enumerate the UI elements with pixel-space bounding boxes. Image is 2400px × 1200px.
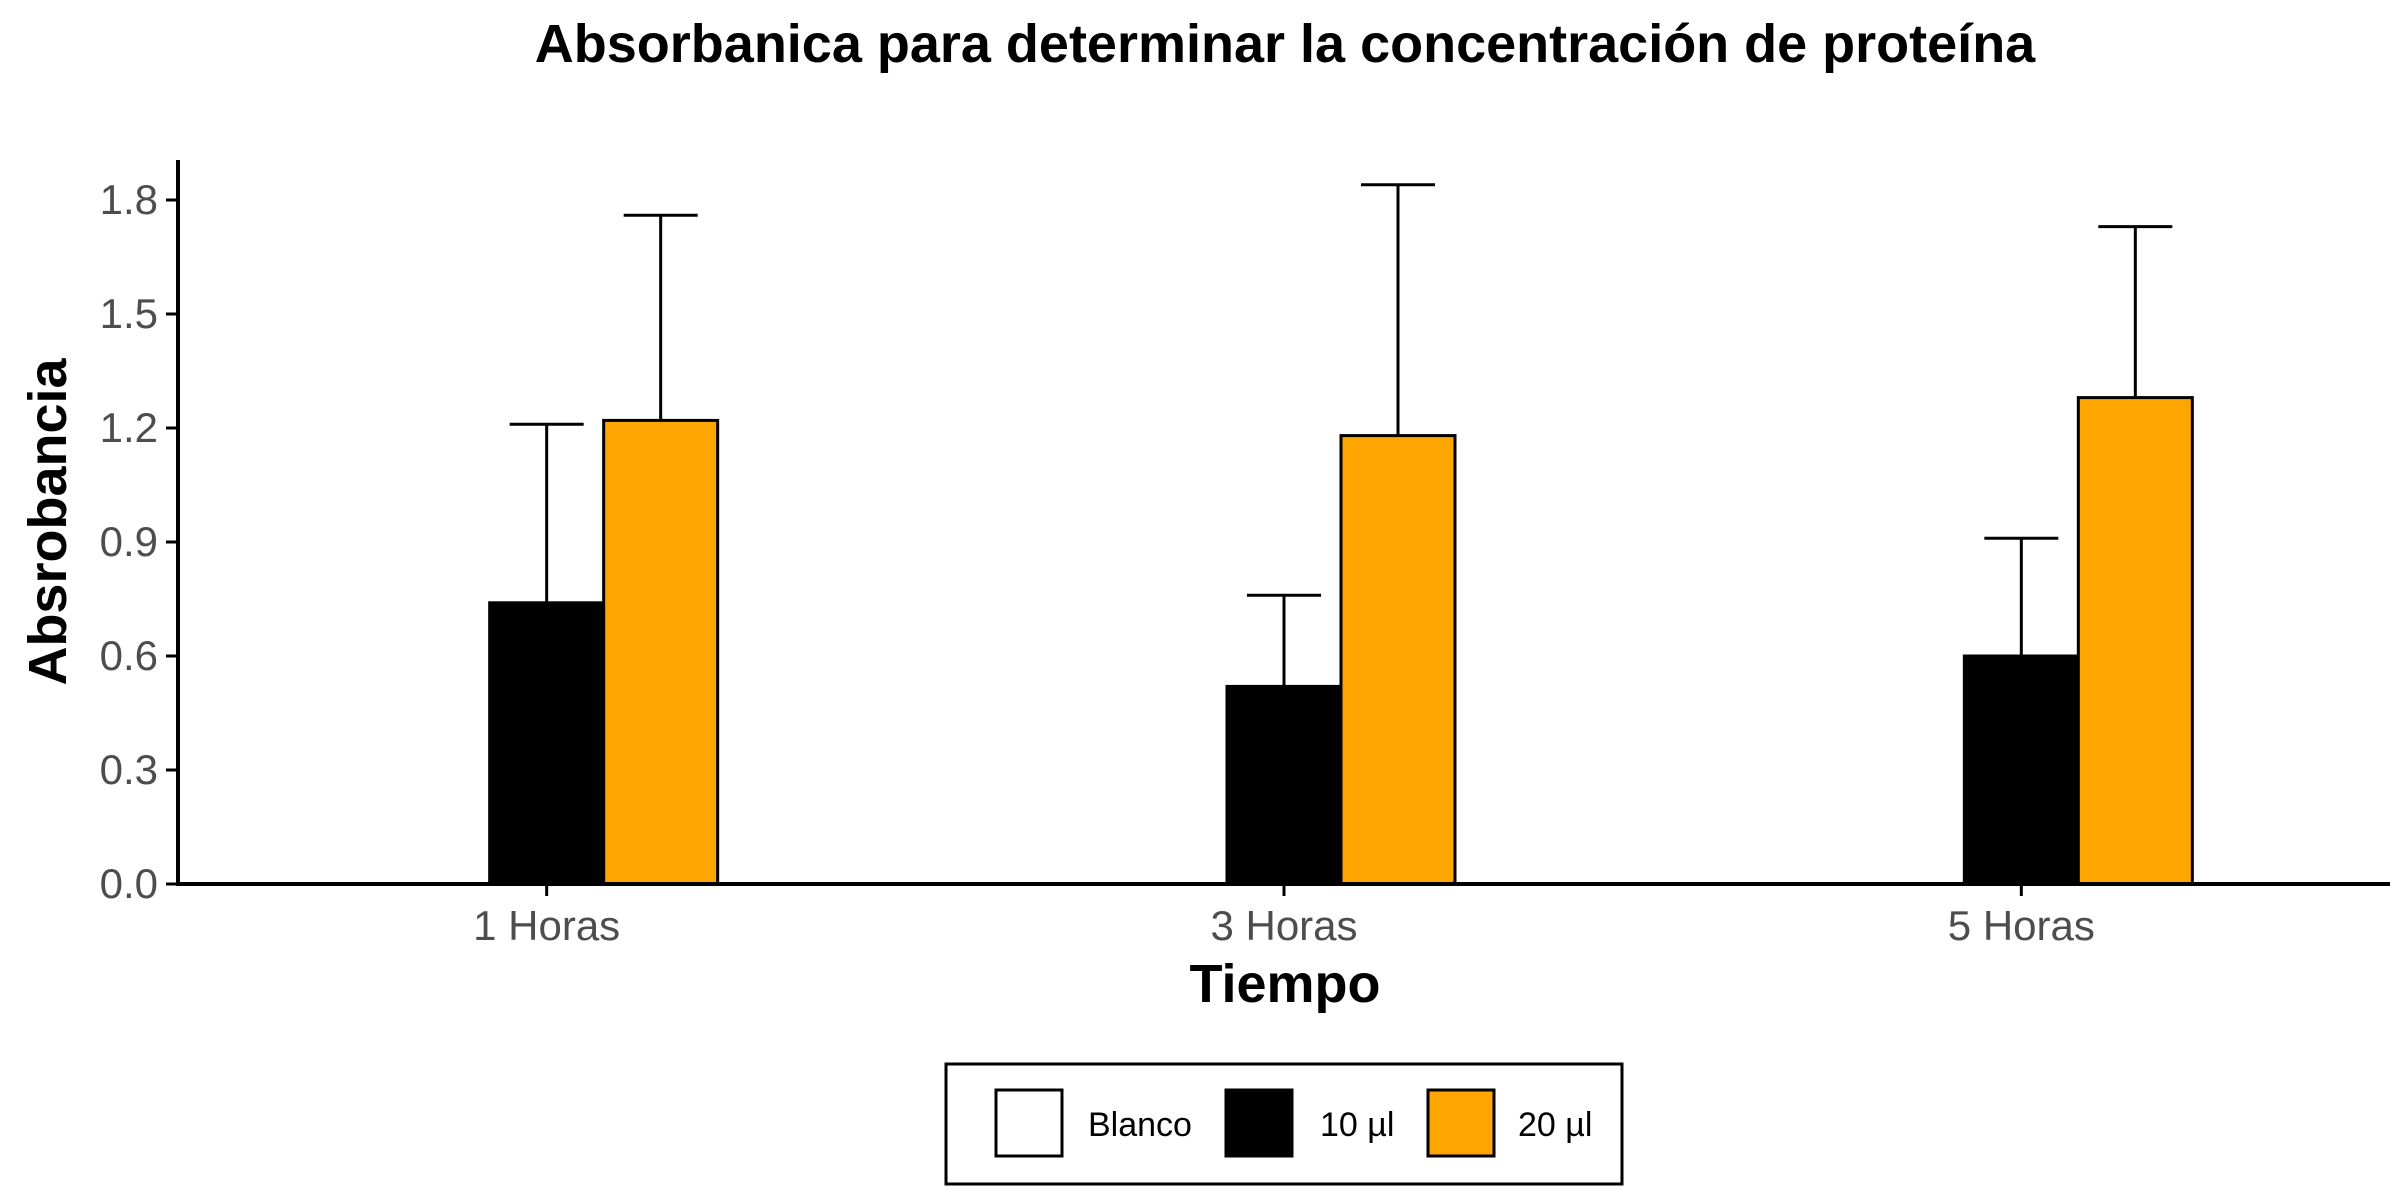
legend-key-3 [1426,1088,1496,1158]
y-tick-label: 0.3 [100,746,158,793]
bar-3-2 [1339,434,1457,886]
y-tick-label: 0.9 [100,518,158,565]
bar-2-2 [1225,684,1343,886]
y-axis-title: Absrobancia [18,357,78,685]
bar-2-3 [1962,654,2080,886]
y-tick-label: 1.8 [100,176,158,223]
legend-label-3: 20 µl [1518,1106,1592,1144]
legend-label-1: Blanco [1088,1106,1192,1144]
x-tick-label: 1 Horas [473,902,620,949]
legend-key-1 [994,1088,1064,1158]
legend-label-2: 10 µl [1320,1106,1394,1144]
x-tick-label: 3 Horas [1210,902,1357,949]
legend-key-2 [1224,1088,1294,1158]
chart-title: Absorbanica para determinar la concentra… [535,14,2036,74]
x-tick-label: 5 Horas [1948,902,2095,949]
y-tick-label: 0.6 [100,632,158,679]
x-axis-title: Tiempo [1189,954,1380,1014]
bar-3-1 [602,418,720,886]
bar-2-1 [488,601,606,886]
y-tick-label: 1.5 [100,290,158,337]
legend: Blanco 10 µl 20 µl [944,1062,1624,1186]
y-axis-ticks: 0.0 0.3 0.6 0.9 1.2 1.5 1.8 [100,176,178,907]
bar-3-3 [2076,396,2194,886]
y-tick-label: 1.2 [100,404,158,451]
y-tick-label: 0.0 [100,860,158,907]
bars-layer [488,183,2194,886]
x-axis-ticks: 1 Horas 3 Horas 5 Horas [473,884,2095,949]
